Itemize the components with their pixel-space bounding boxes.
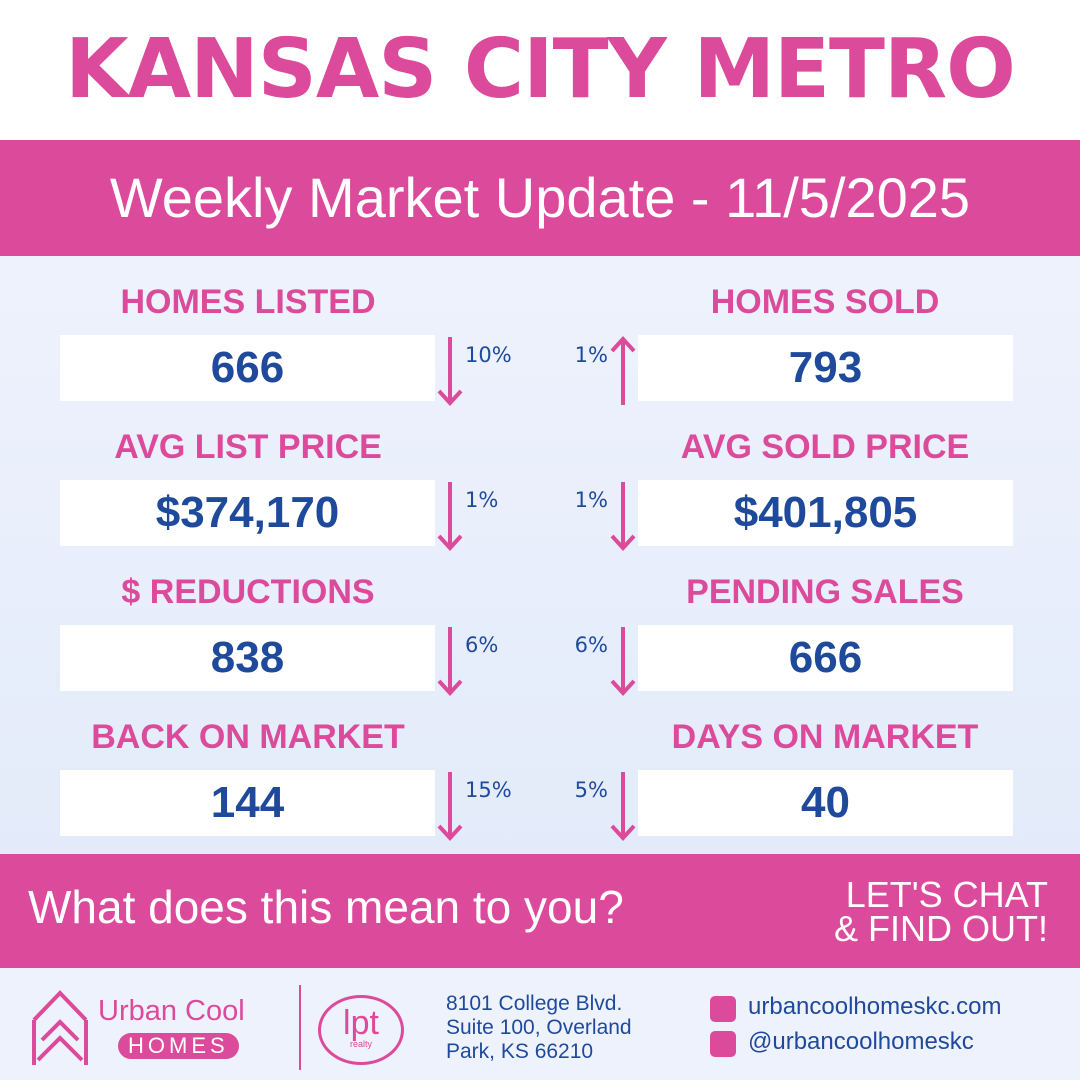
website: urbancoolhomeskc.com bbox=[748, 993, 1002, 1020]
metric-value: 838 bbox=[60, 625, 435, 691]
title: KANSAS CITY METRO bbox=[65, 22, 1016, 117]
brand-logo bbox=[32, 990, 88, 1065]
trend-arrow bbox=[437, 627, 463, 696]
footer bbox=[0, 968, 1080, 1080]
metric-change: 10% bbox=[465, 343, 512, 367]
social-icon bbox=[710, 1031, 736, 1057]
trend-arrow bbox=[610, 336, 636, 405]
metric-label: AVG LIST PRICE bbox=[114, 428, 382, 466]
metric-value: 666 bbox=[638, 625, 1013, 691]
address: 8101 College Blvd. Suite 100, Overland Par… bbox=[446, 992, 632, 1064]
metric-change: 5% bbox=[574, 778, 608, 802]
metric-change: 1% bbox=[574, 343, 608, 367]
brand-name: Urban Cool bbox=[98, 995, 245, 1027]
address-line: Park, KS 66210 bbox=[446, 1040, 594, 1063]
divider bbox=[299, 985, 301, 1070]
subtitle-band bbox=[0, 140, 1080, 256]
partner-logo: lpt realty bbox=[318, 995, 404, 1065]
cta-band bbox=[0, 854, 1080, 968]
partner-name: lpt bbox=[343, 1004, 379, 1042]
metric-label: HOMES LISTED bbox=[120, 283, 376, 321]
metric-value: 40 bbox=[638, 770, 1013, 836]
address-line: Suite 100, Overland bbox=[446, 1016, 632, 1039]
web-icon bbox=[710, 996, 736, 1022]
partner-sub: realty bbox=[349, 1039, 372, 1049]
metric-value: 793 bbox=[638, 335, 1013, 401]
metric-label: AVG SOLD PRICE bbox=[680, 428, 970, 466]
metric-change: 15% bbox=[465, 778, 512, 802]
metric-change: 1% bbox=[574, 488, 608, 512]
metric-label: PENDING SALES bbox=[686, 573, 964, 611]
metric-value: $401,805 bbox=[638, 480, 1013, 546]
metric-label: $ REDUCTIONS bbox=[121, 573, 375, 611]
trend-arrow bbox=[437, 337, 463, 406]
metric-value: 666 bbox=[60, 335, 435, 401]
metric-change: 6% bbox=[465, 633, 499, 657]
address-line: 8101 College Blvd. bbox=[446, 992, 623, 1015]
metric-label: DAYS ON MARKET bbox=[671, 718, 979, 756]
subtitle: Weekly Market Update - 11/5/2025 bbox=[109, 166, 971, 229]
cta-question: What does this mean to you? bbox=[28, 881, 624, 933]
trend-arrow bbox=[437, 772, 463, 841]
metric-value: $374,170 bbox=[60, 480, 435, 546]
trend-arrow bbox=[610, 772, 636, 841]
cta-line: LET'S CHAT bbox=[845, 874, 1048, 915]
handle: @urbancoolhomeskc bbox=[748, 1028, 974, 1055]
metric-value: 144 bbox=[60, 770, 435, 836]
metric-change: 1% bbox=[465, 488, 499, 512]
brand-sub: HOMES bbox=[118, 1033, 239, 1059]
trend-arrow bbox=[610, 627, 636, 696]
trend-arrow bbox=[610, 482, 636, 551]
metric-change: 6% bbox=[574, 633, 608, 657]
trend-arrow bbox=[437, 482, 463, 551]
metric-label: BACK ON MARKET bbox=[91, 718, 405, 756]
metric-label: HOMES SOLD bbox=[710, 283, 940, 321]
cta-line: & FIND OUT! bbox=[834, 908, 1048, 949]
